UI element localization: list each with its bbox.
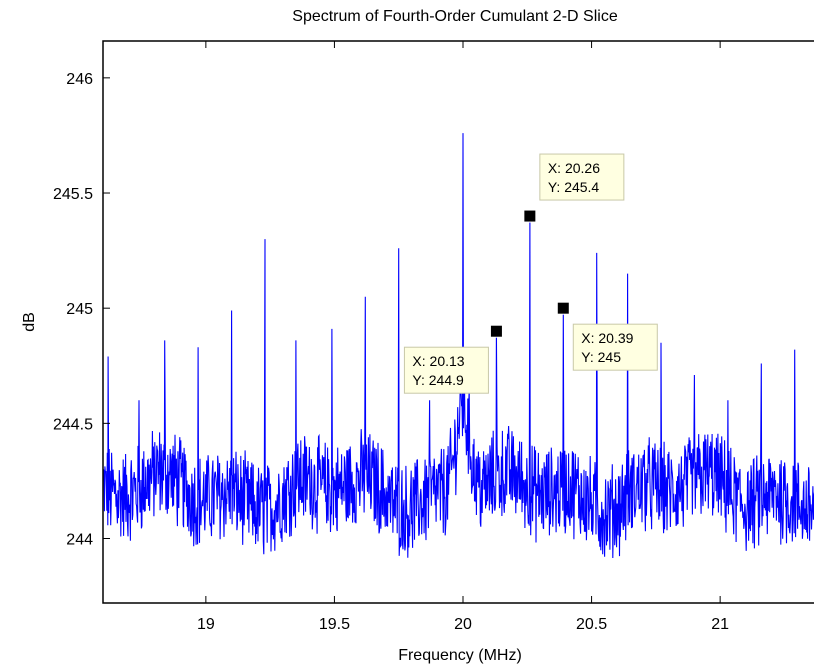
axis-ticks: 19 19.5 20 20.5 21 244 244.5 245 245.5 246: [53, 41, 729, 633]
data-tip-x-label: X: 20.39: [581, 330, 633, 346]
y-tick-label: 245: [66, 301, 93, 318]
data-tip-marker: [556, 301, 570, 315]
plot-area: [103, 133, 814, 559]
x-tick-label: 19: [197, 616, 215, 633]
data-tip-marker: [523, 209, 537, 223]
x-tick-label: 21: [711, 616, 729, 633]
data-tip-marker: [489, 324, 503, 338]
chart-title: Spectrum of Fourth-Order Cumulant 2-D Sl…: [292, 8, 618, 25]
data-tip-box: [572, 323, 658, 371]
spectrum-line: [103, 133, 814, 559]
data-tip-y-label: Y: 244.9: [412, 372, 464, 388]
data-tips: X: 20.26 Y: 245.4 X: 20.13 Y: 244.9 X: 20.39…: [403, 153, 658, 394]
x-tick-label: 20: [454, 616, 472, 633]
data-tip-y-label: Y: 245: [581, 349, 621, 365]
y-axis-label: dB: [21, 312, 38, 332]
data-tip-y-label: Y: 245.4: [548, 179, 600, 195]
data-tip-x-label: X: 20.26: [548, 160, 600, 176]
x-tick-label: 19.5: [319, 616, 350, 633]
x-tick-label: 20.5: [576, 616, 607, 633]
data-tip-x-label: X: 20.13: [412, 353, 464, 369]
y-tick-label: 245.5: [53, 186, 93, 203]
y-tick-label: 246: [66, 71, 93, 88]
data-tip-box: [403, 346, 489, 394]
data-tip-box: [539, 153, 625, 201]
x-axis-label: Frequency (MHz): [398, 647, 522, 664]
y-tick-label: 244: [66, 532, 93, 549]
y-tick-label: 244.5: [53, 416, 93, 433]
